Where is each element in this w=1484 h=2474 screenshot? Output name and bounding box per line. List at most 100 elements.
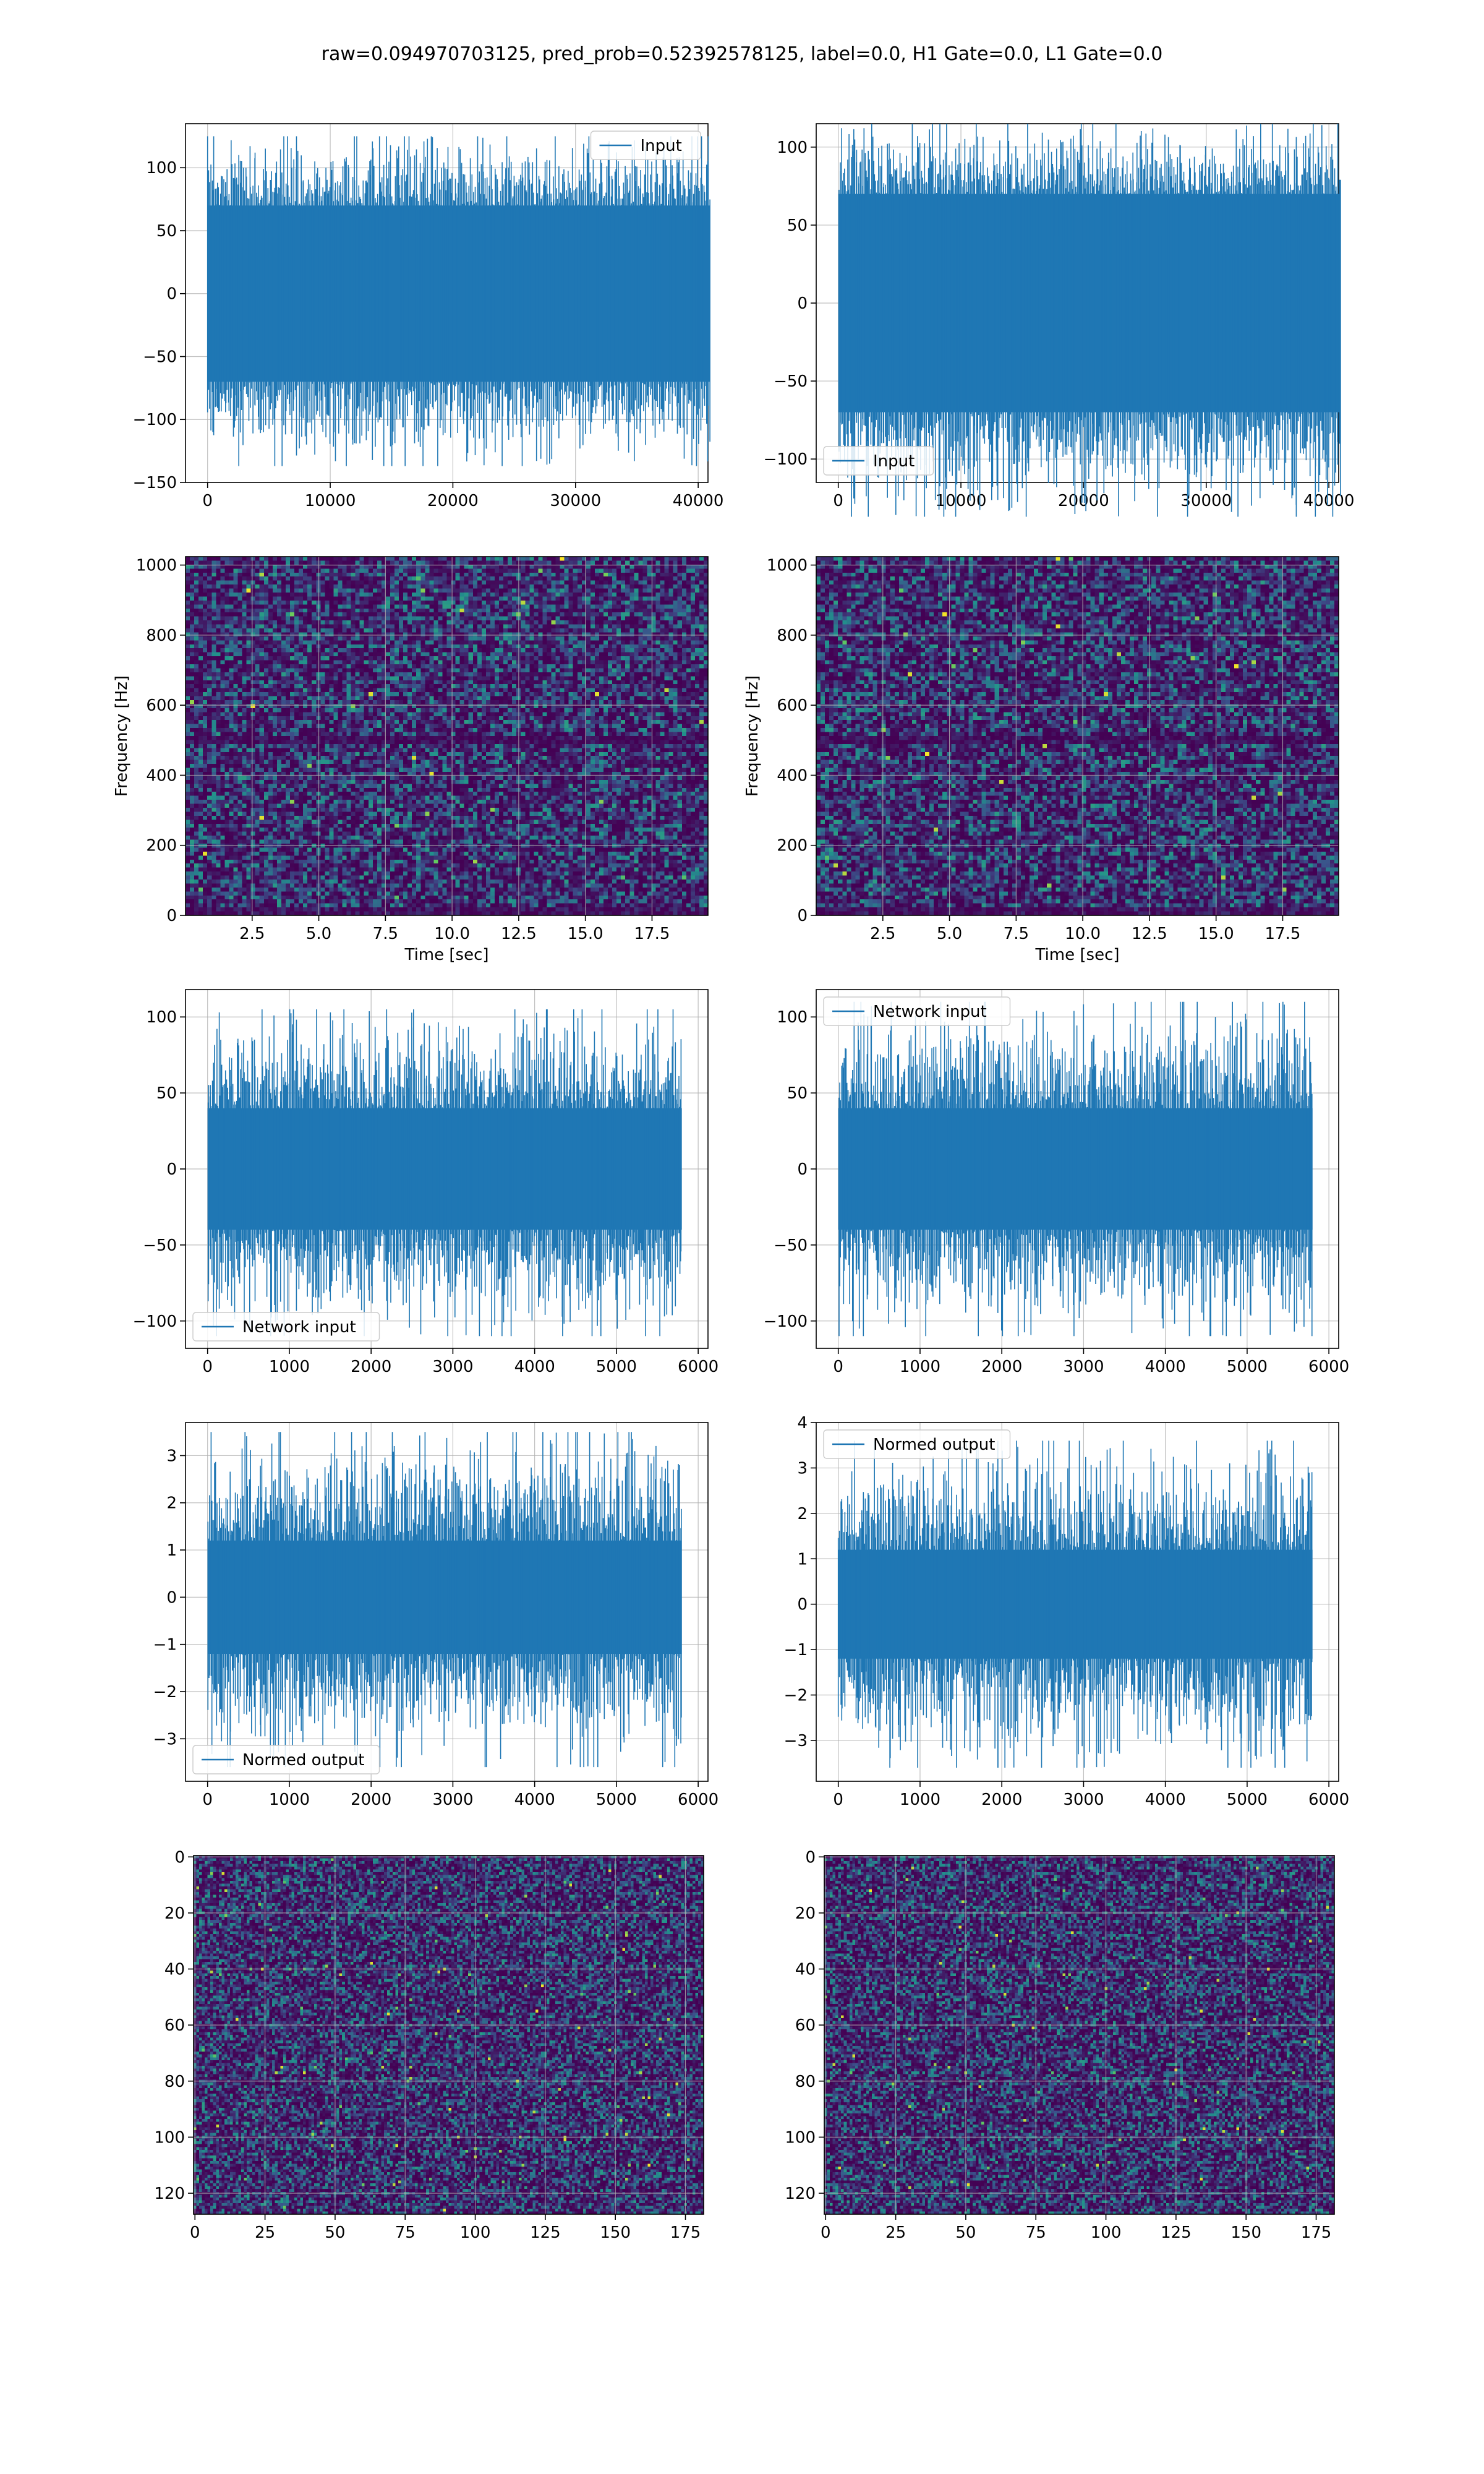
input-right-xtick-label: 30000	[1180, 492, 1232, 510]
matrix-left-ytick-label: 120	[154, 2185, 185, 2203]
matrix-left-ytick-label: 80	[164, 2073, 185, 2091]
normed-output-right-frame	[816, 1422, 1339, 1782]
normed-output-left-xtick-label: 5000	[596, 1791, 637, 1809]
input-left-xtick-label: 40000	[673, 492, 724, 510]
normed-output-left-series-spikes	[207, 1432, 682, 1768]
input-right-ytick-label: 100	[777, 139, 808, 157]
network-input-left-xtick-label: 6000	[678, 1358, 719, 1376]
matrix-left-ytick-label: 60	[164, 2016, 185, 2035]
network-input-right-ytick-label: 0	[797, 1160, 808, 1179]
matrix-right-ytick-label: 20	[795, 1904, 816, 1923]
spectrogram-left-xlabel: Time [sec]	[404, 946, 488, 964]
normed-output-left-ytick-label: −1	[153, 1636, 177, 1654]
input-right-legend-box	[823, 446, 934, 476]
matrix-right-heat-cells	[824, 1856, 1334, 2214]
subplot-normed-output-right: 0 1000 2000 3000 4000 5000 6000 −3 −2 −1 0 1 2 3 4 Norm…	[784, 1414, 1350, 1809]
matrix-left-xtick-label: 25	[255, 2224, 275, 2242]
normed-output-left-xtick-label: 0	[202, 1791, 213, 1809]
network-input-left-xtick-label: 3000	[432, 1358, 473, 1376]
normed-output-left-legend-box	[192, 1745, 380, 1774]
network-input-left-ytick-label: 0	[166, 1160, 177, 1179]
matrix-left-frame	[193, 1855, 704, 2215]
normed-output-left-legend-label: Normed output	[242, 1751, 364, 1770]
network-input-right-xtick-label: 0	[833, 1358, 843, 1376]
normed-output-left-ytick-label: −3	[153, 1730, 177, 1748]
matrix-left-ytick-label: 20	[164, 1904, 185, 1923]
input-left-ytick-label: −50	[143, 348, 177, 366]
network-input-left-ytick-label: −100	[133, 1312, 177, 1331]
network-input-left-xtick-label: 5000	[596, 1358, 637, 1376]
spectrogram-right-ytick-label: 0	[797, 907, 808, 925]
normed-output-left-xtick-label: 2000	[351, 1791, 391, 1809]
matrix-right-ytick-label: 60	[795, 2016, 816, 2035]
normed-output-right-ytick-label: −2	[784, 1687, 808, 1705]
network-input-right-xtick-label: 4000	[1145, 1358, 1186, 1376]
normed-output-right-ytick-label: 4	[797, 1414, 808, 1432]
matrix-right-xtick-label: 0	[821, 2224, 831, 2242]
normed-output-left-ytick-label: 3	[166, 1447, 177, 1465]
input-left-ytick-label: 50	[156, 222, 177, 241]
spectrogram-right-ytick-label: 200	[777, 837, 808, 855]
spectrogram-right-xtick-label: 17.5	[1265, 925, 1301, 943]
input-left-xtick-label: 0	[202, 492, 213, 510]
subplot-network-input-right: 0 1000 2000 3000 4000 5000 6000 −100 −50 0 50 100 Ne…	[764, 989, 1349, 1376]
normed-output-left-xtick-label: 6000	[678, 1791, 719, 1809]
spectrogram-right-ytick-label: 600	[777, 696, 808, 715]
spectrogram-left-xtick-label: 5.0	[306, 925, 331, 943]
input-left-ytick-label: 100	[146, 159, 177, 178]
normed-output-right-xtick-label: 4000	[1145, 1791, 1186, 1809]
normed-output-right-legend-box	[823, 1429, 1011, 1459]
network-input-left-legend-box	[192, 1312, 380, 1342]
normed-output-left-ytick-label: −2	[153, 1683, 177, 1701]
matrix-right-xtick-label: 125	[1161, 2224, 1192, 2242]
normed-output-right-xtick-label: 2000	[981, 1791, 1022, 1809]
input-left-xtick-label: 30000	[550, 492, 601, 510]
network-input-left-xtick-label: 0	[202, 1358, 213, 1376]
matrix-left-ytick-label: 40	[164, 1961, 185, 1979]
spectrogram-left-ytick-label: 0	[166, 907, 177, 925]
spectrogram-left-ytick-label: 800	[146, 627, 177, 645]
spectrogram-right-xtick-label: 12.5	[1132, 925, 1167, 943]
network-input-left-ytick-label: 100	[146, 1008, 177, 1027]
input-right-ytick-label: 50	[787, 216, 808, 235]
network-input-right-xtick-label: 2000	[981, 1358, 1022, 1376]
network-input-right-ytick-label: −100	[764, 1312, 808, 1331]
normed-output-right-ytick-label: 2	[797, 1505, 808, 1523]
matrix-left-ytick-label: 100	[154, 2128, 185, 2147]
matrix-right-ytick-label: 100	[785, 2128, 816, 2147]
spectrogram-left-xtick-label: 10.0	[434, 925, 470, 943]
network-input-right-legend-label: Network input	[873, 1003, 987, 1021]
subplot-input-right: 0 10000 20000 30000 40000 −100 −50 0 50 100 Input	[764, 123, 1354, 517]
matrix-right-xtick-label: 25	[885, 2224, 906, 2242]
input-left-legend-box	[590, 131, 701, 160]
spectrogram-left-ytick-label: 1000	[136, 557, 177, 575]
input-left-ytick-label: −150	[133, 474, 177, 492]
spectrogram-right-xtick-label: 15.0	[1198, 925, 1234, 943]
matrix-left-ytick-label: 0	[174, 1848, 185, 1867]
network-input-left-legend-label: Network input	[242, 1318, 356, 1337]
normed-output-right-xtick-label: 0	[833, 1791, 843, 1809]
subplot-matrix-left: 0 25 50 75 100 125 150 175 0 20 40 60 80 100 120	[154, 1848, 704, 2242]
input-left-ytick-label: 0	[166, 285, 177, 304]
spectrogram-left-xtick-label: 7.5	[373, 925, 398, 943]
network-input-left-ytick-label: 50	[156, 1084, 177, 1103]
input-right-series-core	[838, 194, 1341, 413]
normed-output-right-ytick-label: 3	[797, 1459, 808, 1478]
input-left-ytick-label: −100	[133, 411, 177, 429]
network-input-left-xtick-label: 2000	[351, 1358, 391, 1376]
spectrogram-left-ytick-label: 200	[146, 837, 177, 855]
matrix-right-frame	[824, 1855, 1335, 2215]
spectrogram-right-frame	[816, 556, 1339, 916]
matrix-right-ytick-label: 40	[795, 1961, 816, 1979]
matrix-right-ytick-label: 80	[795, 2073, 816, 2091]
matrix-left-xtick-label: 50	[325, 2224, 345, 2242]
normed-output-left-ytick-label: 1	[166, 1541, 177, 1560]
spectrogram-left-xtick-label: 12.5	[501, 925, 537, 943]
normed-output-right-ytick-label: −3	[784, 1732, 808, 1750]
network-input-right-ytick-label: −50	[774, 1236, 808, 1255]
network-input-right-ytick-label: 50	[787, 1084, 808, 1103]
normed-output-right-ytick-label: 0	[797, 1596, 808, 1614]
spectrogram-right-ylabel: Frequency [Hz]	[743, 675, 762, 797]
matrix-left-heat-cells	[194, 1856, 704, 2214]
input-right-xtick-label: 0	[833, 492, 843, 510]
